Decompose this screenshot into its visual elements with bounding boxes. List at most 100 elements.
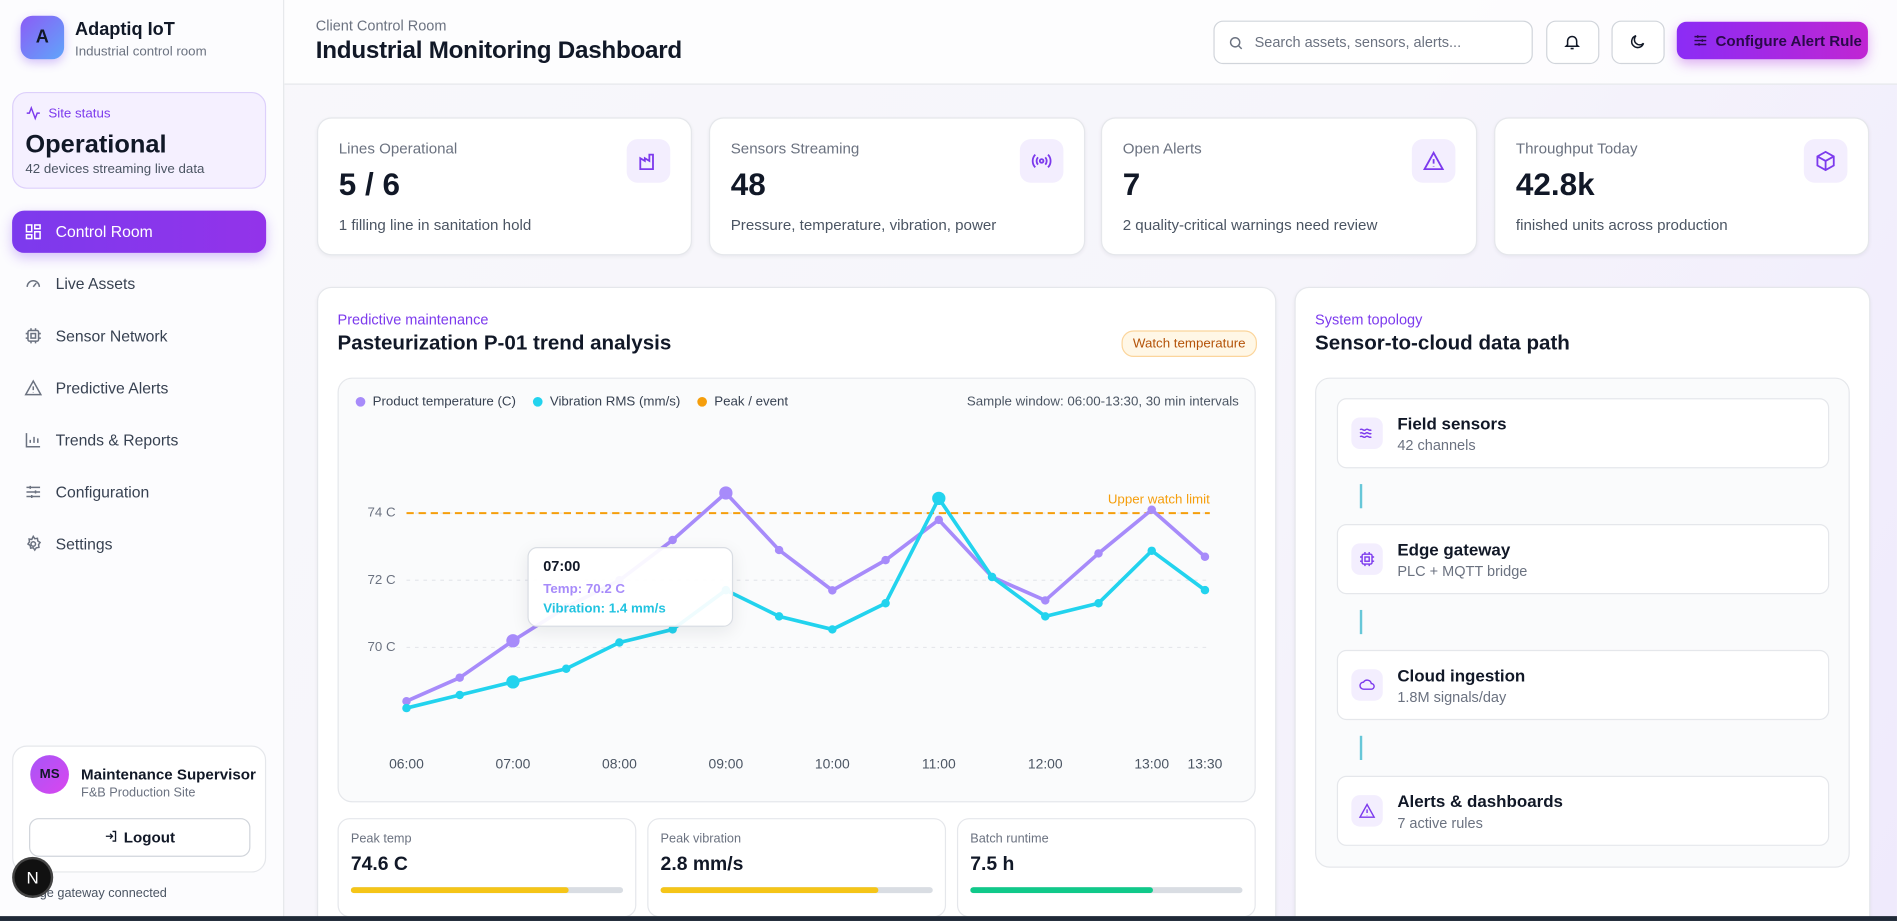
- search-placeholder: Search assets, sensors, alerts...: [1254, 33, 1462, 51]
- data-point: [881, 598, 890, 608]
- sliders-icon: [1694, 35, 1707, 46]
- node-detail: 7 active rules: [1397, 814, 1483, 832]
- nav-item[interactable]: Configuration: [12, 471, 266, 513]
- node-icon: [1351, 543, 1383, 575]
- nav-label: Settings: [55, 534, 113, 554]
- nav-icon: [24, 483, 42, 501]
- data-point: [1200, 552, 1210, 562]
- nav-item[interactable]: Trends & Reports: [12, 419, 266, 461]
- progress-bar: [350, 887, 569, 894]
- topology-node: Field sensors 42 channels: [1336, 398, 1830, 469]
- data-point: [719, 486, 733, 500]
- progress-bar: [970, 887, 1153, 894]
- kpi-icon: [1019, 139, 1064, 183]
- nav-item[interactable]: Live Assets: [12, 263, 266, 305]
- data-point: [932, 491, 946, 506]
- data-point: [774, 612, 784, 621]
- node-title: Cloud ingestion: [1397, 665, 1526, 685]
- node-detail: 1.8M signals/day: [1397, 688, 1507, 706]
- user-name: Maintenance Supervisor: [81, 766, 256, 783]
- sample-window: Sample window: 06:00-13:30, 30 min inter…: [967, 393, 1239, 408]
- kpi-value: 7: [1122, 165, 1141, 203]
- trend-chart: Sample window: 06:00-13:30, 30 min inter…: [355, 393, 1239, 772]
- nav-item[interactable]: Settings: [12, 523, 266, 565]
- data-point: [402, 703, 411, 713]
- data-point: [987, 572, 997, 582]
- data-point: [881, 555, 890, 565]
- header-title: Industrial Monitoring Dashboard: [315, 37, 682, 65]
- logout-button[interactable]: Logout: [29, 818, 251, 857]
- kpi-card: Throughput Today 42.8k finished units acro…: [1494, 117, 1870, 256]
- series-line: [404, 496, 1207, 710]
- data-point: [668, 535, 677, 545]
- legend-label: Product temperature (C): [373, 393, 516, 408]
- threshold-label: Upper watch limit: [1108, 491, 1210, 506]
- x-tick-label: 10:00: [815, 756, 850, 772]
- node-detail: PLC + MQTT bridge: [1397, 562, 1528, 580]
- kpi-icon: [626, 139, 671, 183]
- nav-icon: [24, 223, 42, 241]
- moon-icon: [1630, 34, 1645, 49]
- footer-status: Edge gateway connected: [24, 885, 167, 901]
- stat-value: 74.6 C: [350, 854, 408, 875]
- brand-logo: A: [20, 15, 65, 60]
- data-point: [1147, 505, 1156, 515]
- series-line: [404, 491, 1207, 704]
- site-status-value: Operational: [25, 130, 167, 159]
- progress-bar: [660, 887, 879, 894]
- user-avatar: MS: [30, 755, 69, 794]
- legend-swatch: [355, 396, 366, 407]
- nav-item[interactable]: Control Room: [12, 210, 267, 253]
- configure-alert-button[interactable]: Configure Alert Rule: [1676, 21, 1868, 60]
- watch-badge: Watch temperature: [1121, 330, 1257, 358]
- data-point: [402, 696, 411, 706]
- tooltip-vibration: Vibration: 1.4 mm/s: [543, 601, 666, 616]
- kpi-label: Sensors Streaming: [730, 140, 860, 158]
- notifications-button[interactable]: [1546, 20, 1600, 65]
- node-icon: [1351, 417, 1383, 449]
- nav-label: Live Assets: [55, 274, 136, 293]
- watch-badge-label: Watch temperature: [1132, 336, 1246, 351]
- x-tick-label: 09:00: [708, 756, 743, 772]
- data-point: [1094, 549, 1103, 558]
- kpi-value: 42.8k: [1515, 165, 1595, 203]
- kpi-detail: Pressure, temperature, vibration, power: [730, 216, 997, 234]
- stat-label: Peak vibration: [660, 831, 742, 846]
- kpi-detail: 2 quality-critical warnings need review: [1122, 216, 1378, 234]
- topology-panel: System topology Sensor-to-cloud data pat…: [1294, 286, 1871, 921]
- data-point: [934, 515, 944, 525]
- data-point: [668, 625, 677, 634]
- data-point: [828, 625, 837, 634]
- nav-item[interactable]: Predictive Alerts: [12, 367, 266, 409]
- dev-badge[interactable]: N: [14, 859, 51, 896]
- data-point: [561, 664, 571, 673]
- x-tick-label: 08:00: [602, 756, 637, 772]
- data-point: [615, 638, 624, 647]
- x-tick-label: 11:00: [922, 756, 956, 772]
- nav-icon: [24, 534, 42, 553]
- stat-value: 2.8 mm/s: [660, 854, 744, 875]
- data-point: [774, 545, 784, 555]
- stat-label: Batch runtime: [970, 831, 1049, 846]
- site-status-card: Site status Operational 42 devices strea…: [12, 91, 267, 189]
- data-point: [1200, 585, 1210, 595]
- user-card: MS Maintenance Supervisor F&B Production…: [12, 745, 267, 873]
- theme-toggle[interactable]: [1611, 20, 1665, 65]
- topology-node: Cloud ingestion 1.8M signals/day: [1336, 649, 1830, 721]
- nav-icon: [24, 379, 43, 397]
- logout-label: Logout: [123, 828, 176, 846]
- chart-tooltip: 07:00 Temp: 70.2 C Vibration: 1.4 mm/s: [527, 547, 734, 627]
- legend-label: Peak / event: [714, 393, 788, 408]
- data-point: [1094, 598, 1103, 608]
- brand-initial: A: [35, 26, 49, 48]
- configure-alert-label: Configure Alert Rule: [1715, 32, 1862, 50]
- logout-icon: [106, 830, 117, 842]
- kpi-card: Sensors Streaming 48 Pressure, temperature…: [708, 117, 1086, 256]
- progress-track: [660, 887, 933, 894]
- stat-card: Peak temp 74.6 C: [337, 818, 637, 918]
- nav-item[interactable]: Sensor Network: [12, 315, 266, 357]
- data-point: [1041, 596, 1050, 605]
- search-box[interactable]: Search assets, sensors, alerts...: [1213, 20, 1533, 65]
